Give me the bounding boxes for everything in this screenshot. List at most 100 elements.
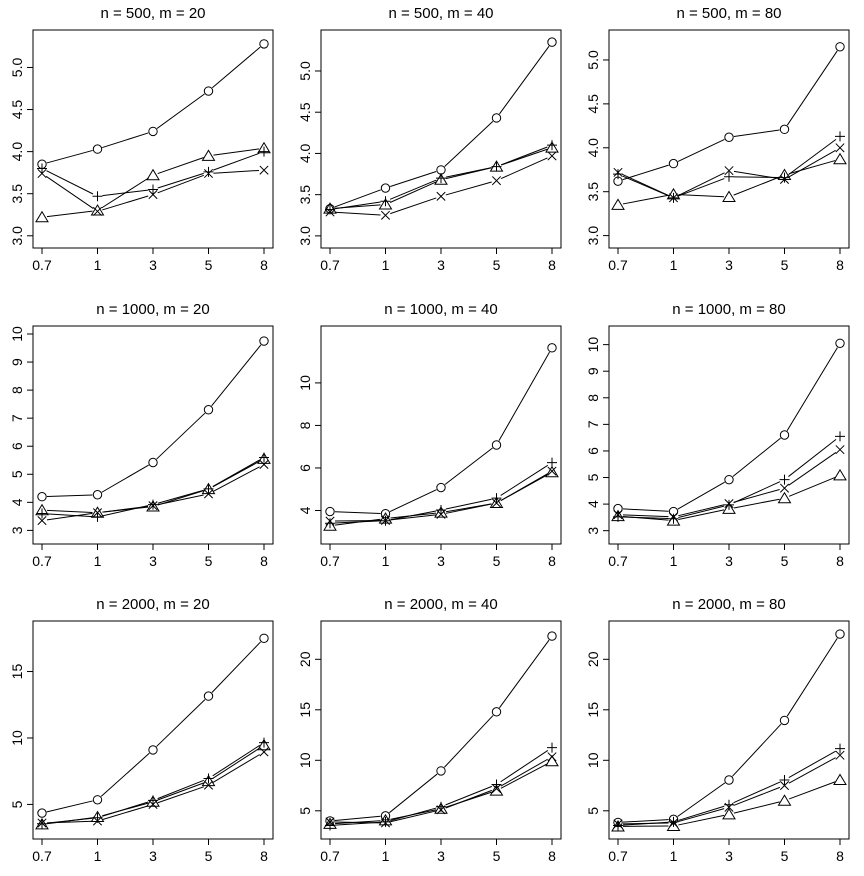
- x-tick-label: 0.7: [320, 553, 340, 569]
- data-point-triangle: [777, 491, 792, 504]
- y-tick-label: 3.0: [9, 226, 25, 246]
- data-point-cross: [547, 466, 557, 476]
- x-tick-label: 1: [382, 848, 390, 864]
- data-point-circle: [436, 165, 446, 175]
- y-tick-label: 8: [585, 394, 601, 402]
- series-line-triangle: [46, 747, 261, 825]
- data-point-plus: [779, 474, 790, 485]
- data-point-triangle: [201, 482, 216, 495]
- series-line-cross: [45, 169, 260, 211]
- x-tick-label: 8: [260, 553, 268, 569]
- series-line-triangle: [334, 763, 548, 825]
- data-point-triangle: [378, 198, 393, 210]
- chart-panel: n = 500, m = 80 0.7 1 3 5 8 3.0 3.5 4.0 4.5 5.0: [585, 5, 850, 273]
- x-tick-label: 1: [670, 257, 678, 273]
- x-tick-label: 1: [94, 848, 102, 864]
- x-tick-label: 8: [548, 553, 556, 569]
- data-point-cross: [148, 189, 158, 200]
- panel-title: n = 1000, m = 80: [672, 301, 785, 318]
- series-line-plus: [622, 439, 837, 520]
- y-tick-label: 5.0: [585, 50, 601, 70]
- series-line-cross: [622, 452, 837, 518]
- data-point-cross: [92, 508, 103, 518]
- data-point-cross: [668, 193, 679, 203]
- data-point-triangle: [90, 506, 105, 518]
- y-tick-label: 20: [297, 651, 313, 667]
- data-point-cross: [491, 498, 502, 508]
- x-tick-label: 1: [670, 848, 678, 864]
- plot-frame: [608, 29, 850, 249]
- data-point-triangle: [489, 160, 504, 172]
- series-line-triangle: [622, 476, 836, 521]
- x-tick-label: 3: [437, 257, 445, 273]
- x-tick-label: 0.7: [320, 848, 340, 864]
- series-line-plus: [622, 750, 836, 826]
- x-tick-label: 8: [836, 553, 844, 569]
- data-point-cross: [259, 459, 269, 470]
- data-point-circle: [835, 629, 845, 639]
- data-point-circle: [547, 631, 557, 641]
- data-point-plus: [724, 171, 734, 182]
- data-point-cross: [547, 151, 557, 161]
- series-line-triangle: [46, 460, 260, 513]
- x-tick-label: 5: [781, 848, 789, 864]
- data-point-triangle: [35, 817, 49, 830]
- series-line-triangle: [334, 474, 548, 526]
- data-point-triangle: [378, 512, 393, 524]
- y-tick-label: 15: [297, 702, 313, 718]
- data-point-cross: [259, 747, 269, 757]
- data-point-circle: [779, 430, 790, 440]
- y-tick-label: 10: [297, 375, 313, 391]
- x-tick-label: 3: [725, 848, 733, 864]
- data-point-cross: [835, 143, 845, 153]
- data-point-circle: [491, 440, 502, 450]
- data-point-plus: [724, 499, 734, 510]
- panel-title: n = 500, m = 40: [388, 5, 493, 22]
- data-point-circle: [148, 745, 158, 755]
- series-line-plus: [622, 138, 837, 197]
- chart-panel: n = 2000, m = 20 0.7 1 3 5 8 5 10 15: [9, 596, 274, 864]
- data-point-circle: [779, 715, 790, 726]
- series-line-circle: [334, 639, 550, 821]
- data-point-triangle: [611, 198, 625, 210]
- y-tick-label: 5: [9, 800, 25, 808]
- y-tick-label: 4.0: [297, 143, 313, 163]
- series-line-circle: [622, 637, 838, 823]
- data-point-cross: [835, 445, 845, 455]
- data-point-triangle: [833, 152, 847, 165]
- y-tick-label: 4.5: [585, 94, 601, 114]
- y-tick-label: 9: [585, 367, 601, 375]
- y-tick-label: 4: [585, 500, 601, 508]
- x-tick-label: 5: [781, 553, 789, 569]
- data-point-cross: [380, 210, 391, 220]
- data-point-triangle: [90, 810, 105, 823]
- y-tick-label: 4.5: [9, 100, 25, 120]
- panel-title: n = 1000, m = 40: [384, 301, 497, 318]
- data-point-circle: [491, 707, 502, 717]
- data-point-triangle: [146, 795, 160, 807]
- chart-panel: n = 1000, m = 80 0.7 1 3 5 8 3 4 5 6 7 8 9 10: [585, 301, 850, 569]
- y-tick-label: 9: [9, 358, 25, 366]
- y-tick-label: 6: [297, 464, 313, 472]
- y-tick-label: 5.0: [9, 58, 25, 78]
- series-line-triangle: [622, 160, 836, 205]
- data-point-circle: [203, 86, 214, 96]
- data-point-triangle: [545, 754, 559, 767]
- y-tick-label: 4.0: [585, 138, 601, 158]
- data-point-circle: [325, 506, 335, 517]
- y-tick-label: 4: [297, 506, 313, 514]
- x-tick-label: 3: [725, 257, 733, 273]
- data-point-plus: [835, 131, 845, 142]
- data-point-circle: [436, 766, 446, 776]
- y-tick-label: 3.5: [585, 182, 601, 202]
- y-tick-label: 15: [585, 702, 601, 718]
- plot-frame: [608, 325, 850, 545]
- x-tick-label: 3: [725, 553, 733, 569]
- data-point-plus: [148, 184, 158, 195]
- data-point-plus: [668, 816, 679, 827]
- data-point-cross: [325, 817, 335, 827]
- data-point-cross: [613, 510, 623, 520]
- x-tick-label: 1: [382, 257, 390, 273]
- data-point-triangle: [90, 204, 105, 216]
